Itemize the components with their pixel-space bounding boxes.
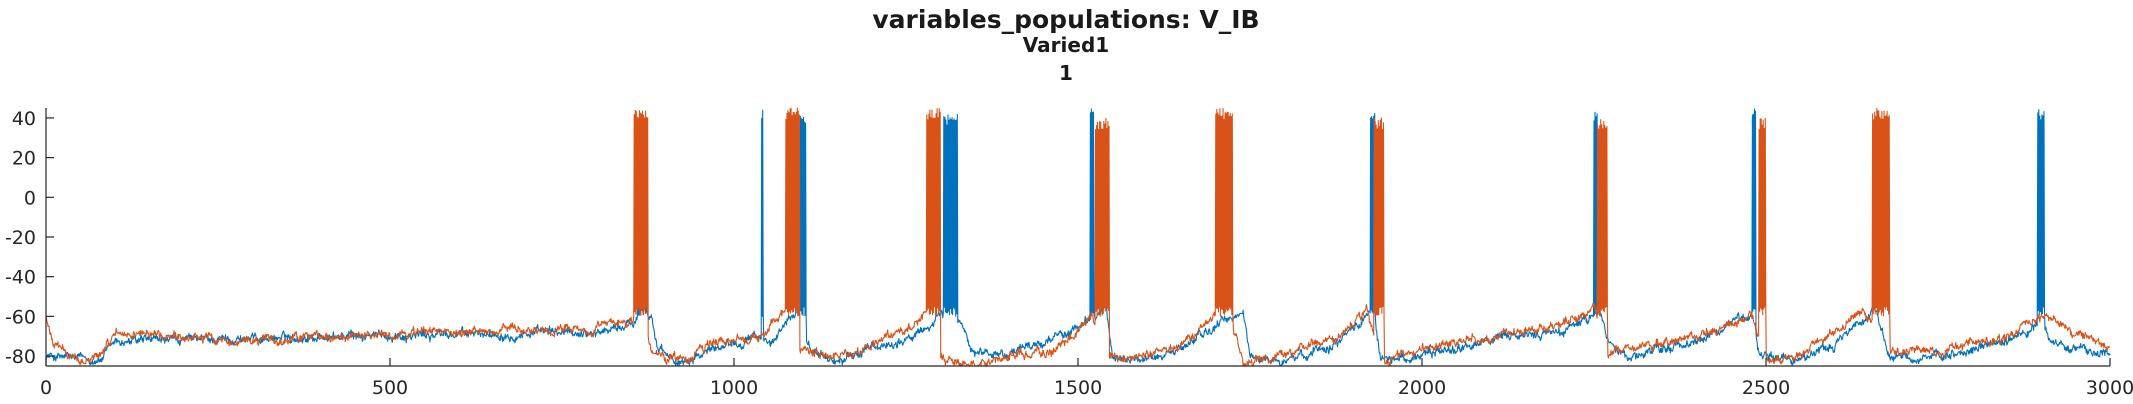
series-2-line: [45, 107, 2111, 367]
y-tick-label: 20: [12, 148, 36, 170]
x-tick-label: 500: [372, 377, 408, 399]
plot-area: 40 20 0 -20 -40 -60 -80 0 500 1000 1500 2000 2500 30…: [5, 107, 2133, 399]
x-tick-label: 2500: [1742, 377, 1790, 399]
y-tick-label: 40: [12, 108, 36, 130]
series-layer: [45, 107, 2111, 367]
x-tick-label: 0: [40, 377, 52, 399]
x-tick-label: 2000: [1398, 377, 1446, 399]
y-axis: 40 20 0 -20 -40 -60 -80: [5, 108, 54, 368]
chart-subtitle-2: 1: [1059, 61, 1073, 85]
y-tick-label: -20: [5, 227, 36, 249]
x-tick-label: 1500: [1054, 377, 1102, 399]
x-tick-label: 3000: [2086, 377, 2133, 399]
x-tick-label: 1000: [710, 377, 758, 399]
y-tick-label: -80: [5, 346, 36, 368]
y-tick-label: 0: [24, 187, 36, 209]
chart-title: variables_populations: V_IB: [872, 5, 1259, 34]
y-tick-label: -60: [5, 306, 36, 328]
y-tick-label: -40: [5, 267, 36, 289]
x-axis: 0 500 1000 1500 2000 2500 3000: [40, 358, 2133, 399]
chart-subtitle: Varied1: [1023, 33, 1109, 57]
